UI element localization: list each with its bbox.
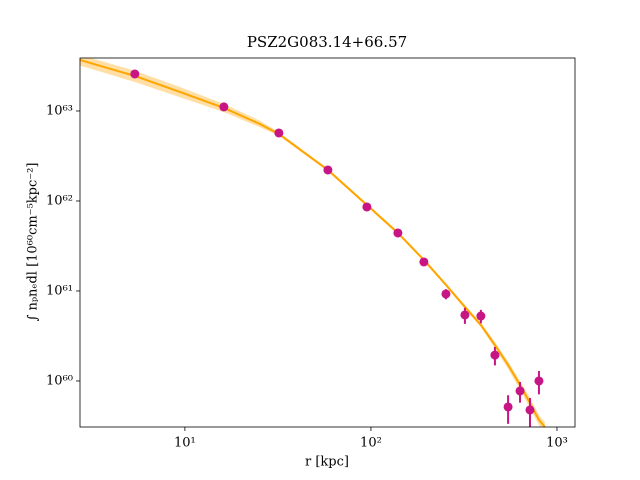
x-axis-label: r [kpc] [305, 455, 349, 470]
data-point [460, 310, 470, 320]
data-point [274, 128, 284, 138]
y-tick-label: 10⁶² [46, 193, 73, 208]
data-point [490, 350, 500, 360]
data-point [476, 311, 486, 321]
data-point [525, 405, 535, 415]
data-point [130, 69, 140, 79]
data-point [419, 257, 429, 267]
model-band [80, 58, 545, 427]
data-point [219, 102, 229, 112]
y-tick-label: 10⁶¹ [46, 283, 73, 298]
chart-title: PSZ2G083.14+66.57 [247, 33, 407, 51]
y-tick-label: 10⁶⁰ [46, 373, 73, 388]
data-point [323, 165, 333, 175]
data-point [393, 228, 403, 238]
plot-area [80, 58, 546, 427]
x-tick-label: 10³ [546, 436, 568, 451]
x-tick-label: 10² [360, 436, 382, 451]
data-point [362, 202, 372, 212]
axes-frame [79, 57, 576, 428]
x-tick-label: 10¹ [174, 436, 196, 451]
data-point [503, 402, 513, 412]
y-tick-label: 10⁶³ [46, 103, 73, 118]
data-point [441, 289, 451, 299]
model-line [80, 59, 546, 427]
data-point [534, 376, 544, 386]
y-axis-label: ∫ nₚnₑdl [10⁶⁰cm⁻⁵kpc⁻²] [26, 163, 41, 322]
data-point [515, 386, 525, 396]
